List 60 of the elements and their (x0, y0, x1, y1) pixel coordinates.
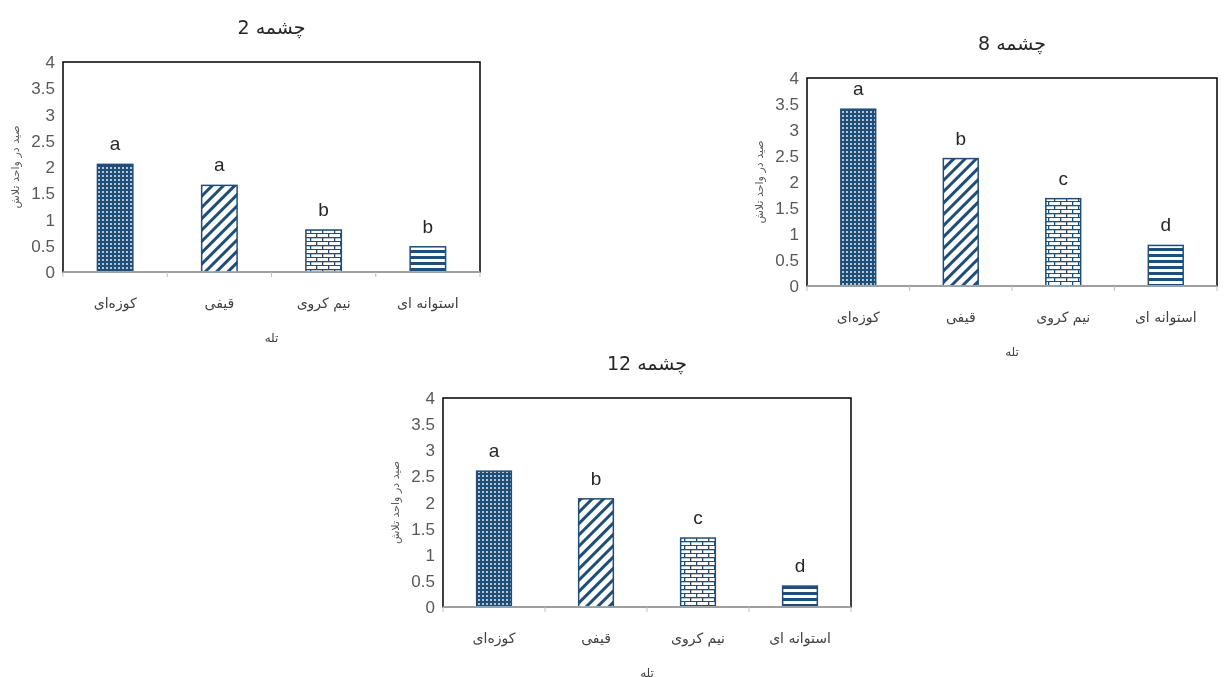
y-tick-label: 0 (45, 263, 55, 282)
y-tick-label: 2 (789, 173, 799, 192)
annotation: b (590, 467, 602, 489)
y-tick-label: 0 (789, 277, 799, 296)
x-tick-label: استوانه ای (769, 630, 831, 647)
y-axis-title: صید در واحد تلاش (753, 140, 766, 224)
x-tick-label: قیفی (581, 630, 611, 646)
y-tick-label: 4 (425, 389, 435, 408)
x-axis-title: تله (1005, 345, 1019, 359)
y-tick-label: 3 (789, 121, 799, 140)
annotation: a (488, 440, 500, 462)
y-tick-label: 4 (789, 69, 799, 88)
annotation: b (422, 215, 434, 237)
annotation: b (955, 127, 967, 149)
x-tick-label: کوزه‌ای (93, 295, 137, 312)
y-tick-label: 4 (45, 53, 55, 72)
annotation: a (852, 78, 864, 100)
y-axis-title: صید در واحد تلاش (9, 125, 22, 209)
y-tick-label: 2 (425, 493, 435, 513)
y-tick-label: 0.5 (31, 236, 55, 256)
y-tick-label: 2 (45, 158, 55, 177)
x-axis-title: تله (640, 666, 654, 677)
y-tick-label: 0 (425, 598, 435, 617)
y-tick-label: 2.5 (31, 131, 55, 151)
y-tick-label: 3.5 (775, 95, 799, 114)
x-tick-label: نیم کروی (671, 630, 725, 647)
x-tick-label: نیم کروی (1036, 309, 1091, 326)
y-tick-label: 1.5 (31, 184, 55, 204)
annotation: d (794, 555, 806, 577)
y-tick-label: 1 (789, 225, 799, 244)
annotation: c (693, 507, 703, 529)
chart-title: چشمه 2 (237, 16, 306, 39)
y-axis-title: صید در واحد تلاش (389, 460, 402, 545)
x-tick-label: استوانه ای (397, 295, 459, 312)
x-tick-label: قیفی (204, 295, 235, 311)
x-tick-label: قیفی (945, 309, 976, 325)
y-tick-label: 0.5 (411, 571, 435, 591)
chart-title: چشمه 8 (978, 32, 1046, 55)
y-tick-label: 1.5 (411, 519, 435, 539)
x-axis-title: تله (264, 331, 279, 345)
x-tick-label: کوزه‌ای (836, 309, 880, 326)
x-tick-label: کوزه‌ای (472, 630, 516, 647)
y-tick-label: 3.5 (31, 79, 55, 99)
annotation: a (214, 154, 226, 176)
y-tick-label: 2.5 (411, 467, 435, 487)
annotation: b (318, 199, 329, 220)
y-tick-label: 3.5 (411, 415, 435, 435)
x-tick-label: نیم کروی (296, 295, 351, 312)
y-tick-label: 1 (425, 545, 435, 565)
chart-title: چشمه 12 (606, 352, 688, 375)
y-tick-label: 2.5 (775, 147, 799, 166)
y-tick-label: 3 (425, 441, 435, 461)
y-tick-label: 3 (45, 105, 55, 125)
annotation: a (109, 133, 121, 155)
y-tick-label: 0.5 (775, 251, 799, 270)
annotation: d (1160, 214, 1172, 236)
x-tick-label: استوانه ای (1134, 309, 1197, 326)
annotation: c (1058, 167, 1068, 189)
y-tick-label: 1.5 (775, 199, 799, 218)
y-tick-label: 1 (45, 210, 55, 230)
